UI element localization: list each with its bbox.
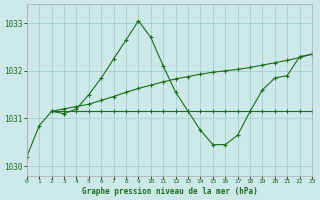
X-axis label: Graphe pression niveau de la mer (hPa): Graphe pression niveau de la mer (hPa) (82, 187, 257, 196)
